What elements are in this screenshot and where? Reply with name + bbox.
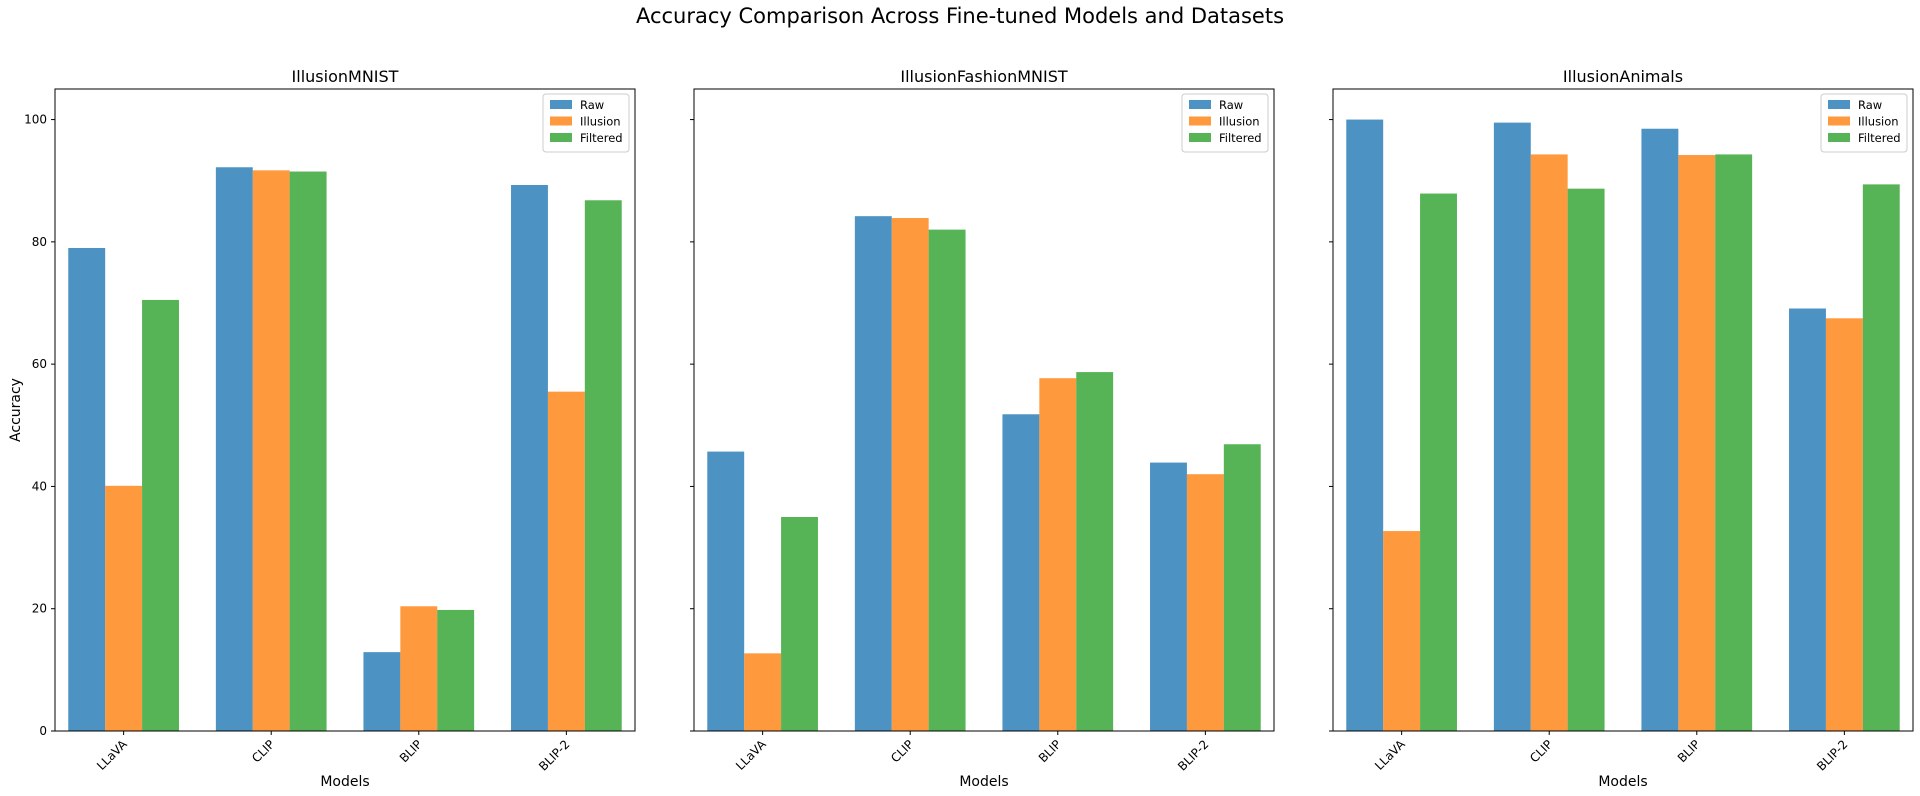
panel2-xtick-label-blip: BLIP: [1036, 737, 1064, 765]
panel2-bar-filtered-clip: [928, 229, 966, 731]
panel1-xtick-label-clip: CLIP: [249, 737, 277, 765]
panel2-legend-swatch-raw: [1189, 100, 1211, 109]
panel1-xtick-label-llava: LLaVA: [94, 737, 130, 773]
panel1-legend-swatch-illusion: [550, 116, 572, 126]
panel1-axes-frame: [54, 88, 636, 732]
panel1-bar-illusion-llava: [105, 485, 143, 731]
panel2-bar-illusion-blip-2: [1186, 474, 1224, 731]
panel3-xlabel: Models: [1598, 774, 1647, 790]
panel2-bar-illusion-clip: [891, 218, 929, 731]
panel3-bar-illusion-llava: [1383, 531, 1421, 731]
panel3-xtick-label-clip: CLIP: [1527, 737, 1555, 765]
panel1-bar-raw-clip: [215, 167, 253, 731]
panel2-legend-swatch-illusion: [1189, 116, 1211, 126]
panel1-bar-illusion-blip-2: [547, 391, 585, 731]
panel3-bar-illusion-clip: [1530, 154, 1568, 732]
panel3-bar-filtered-blip-2: [1862, 184, 1900, 731]
panel1-ytick-label-0: 0: [39, 724, 47, 738]
panel2-bar-raw-clip: [854, 216, 892, 731]
panel1-bar-illusion-clip: [252, 170, 290, 731]
panel3-legend-swatch-raw: [1828, 100, 1850, 109]
panel1-legend-swatch-raw: [550, 100, 572, 109]
panel3-legend-label-filtered: Filtered: [1858, 131, 1901, 145]
panel2-xlabel: Models: [959, 774, 1008, 790]
panel2-bar-filtered-blip-2: [1223, 444, 1261, 731]
panel2-xtick-label-blip-2: BLIP-2: [1175, 737, 1211, 773]
panel3-bar-illusion-blip: [1678, 155, 1716, 731]
panel3-legend-label-illusion: Illusion: [1858, 115, 1899, 129]
panel3-legend-label-raw: Raw: [1858, 98, 1882, 112]
panel3-bar-filtered-blip: [1715, 154, 1753, 732]
panel1-legend-label-raw: Raw: [580, 98, 604, 112]
panel1-ytick-label-100: 100: [24, 113, 47, 127]
panel2-bar-filtered-llava: [781, 517, 818, 731]
panel3-xtick-label-blip: BLIP: [1675, 737, 1703, 765]
panel3-bar-raw-blip: [1641, 128, 1679, 732]
figure-title: Accuracy Comparison Across Fine-tuned Mo…: [635, 4, 1285, 28]
panel2-title: IllusionFashionMNIST: [900, 67, 1068, 86]
panel1-xtick-label-blip-2: BLIP-2: [536, 737, 572, 773]
panel2-legend-label-illusion: Illusion: [1219, 115, 1260, 129]
panel3-bar-raw-clip: [1493, 122, 1531, 731]
panel1-ytick-label-20: 20: [32, 602, 47, 616]
panel1-xtick-label-blip: BLIP: [397, 737, 425, 765]
panel3-title: IllusionAnimals: [1563, 67, 1683, 86]
panel1-bar-filtered-clip: [289, 171, 327, 732]
panel2-xtick-label-llava: LLaVA: [733, 737, 769, 773]
panel3-axes-frame: [1332, 88, 1914, 732]
panel2-axes-frame: [693, 88, 1275, 732]
panel1-bar-raw-llava: [68, 247, 106, 731]
panel1-bar-illusion-blip: [400, 606, 438, 731]
panel1-ytick-label-40: 40: [32, 479, 47, 493]
panel1-bar-filtered-blip-2: [584, 200, 622, 731]
panel3-bar-filtered-llava: [1420, 193, 1457, 732]
panel1-legend-label-filtered: Filtered: [580, 131, 623, 145]
panel3-bar-raw-blip-2: [1789, 308, 1826, 731]
panel3-legend-swatch-filtered: [1828, 133, 1850, 142]
panel2-legend-label-filtered: Filtered: [1219, 131, 1262, 145]
panel1-bar-filtered-llava: [142, 299, 179, 731]
panel2-bar-illusion-llava: [744, 653, 782, 731]
panel1-ytick-label-60: 60: [32, 357, 47, 371]
panel2-xtick-label-clip: CLIP: [888, 737, 916, 765]
panel1-title: IllusionMNIST: [292, 67, 399, 86]
panel3-bar-raw-llava: [1346, 119, 1384, 731]
panel3-legend-swatch-illusion: [1828, 116, 1850, 126]
panel3-bar-filtered-clip: [1567, 188, 1605, 731]
panel2-bar-raw-blip: [1002, 414, 1040, 731]
panel2-legend-swatch-filtered: [1189, 133, 1211, 142]
panel2-bar-raw-blip-2: [1150, 462, 1187, 731]
panel1-bar-raw-blip: [363, 652, 401, 731]
panel2-bar-raw-llava: [707, 451, 745, 731]
panel3-xtick-label-llava: LLaVA: [1372, 737, 1408, 773]
panel2-bar-filtered-blip: [1076, 372, 1114, 731]
panel1-bar-raw-blip-2: [511, 184, 548, 732]
panel2-legend-label-raw: Raw: [1219, 98, 1243, 112]
panel3-xtick-label-blip-2: BLIP-2: [1814, 737, 1850, 773]
panel1-xlabel: Models: [320, 774, 369, 790]
panel2-bar-illusion-blip: [1039, 378, 1077, 731]
panel1-ytick-label-80: 80: [32, 235, 47, 249]
panel1-legend-swatch-filtered: [550, 133, 572, 142]
panel3-bar-illusion-blip-2: [1825, 318, 1863, 731]
panel1-legend-label-illusion: Illusion: [580, 115, 621, 129]
panel1-bar-filtered-blip: [437, 609, 475, 731]
panel1-ylabel: Accuracy: [8, 378, 24, 442]
